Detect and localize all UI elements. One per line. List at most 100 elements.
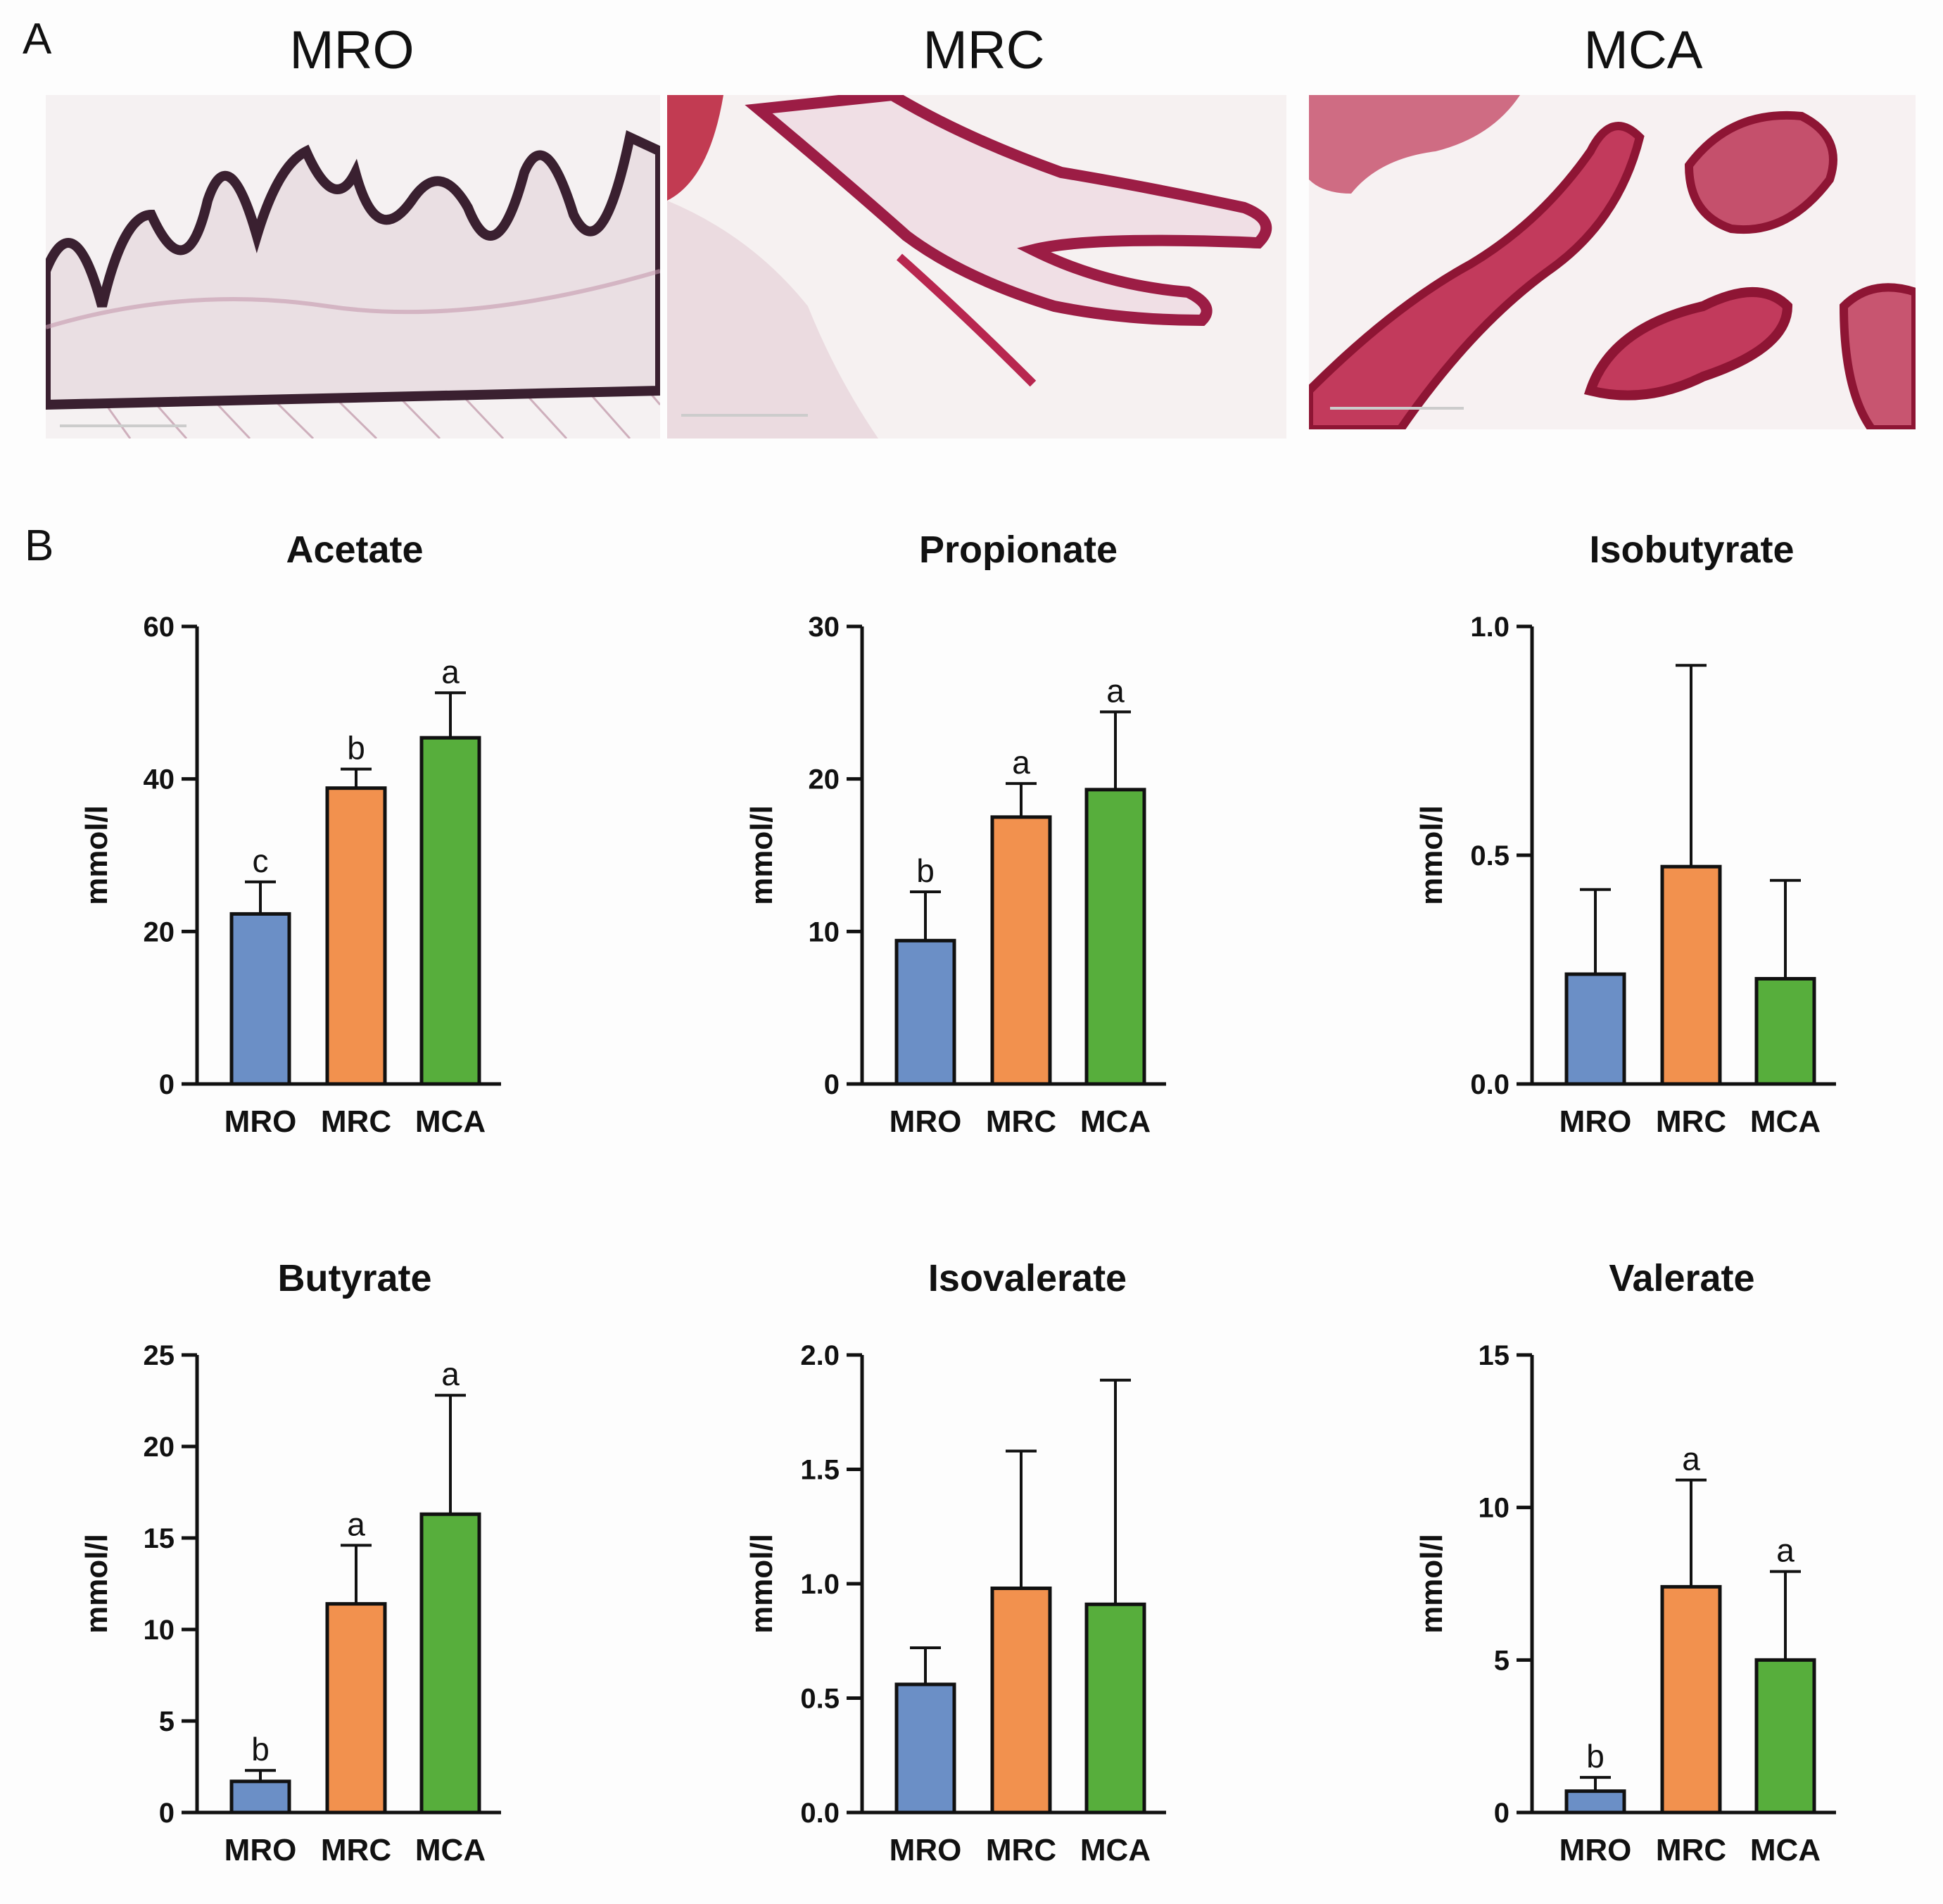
category-label: MCA <box>1080 1833 1151 1867</box>
category-label: MCA <box>415 1833 486 1867</box>
bar-mrc <box>1660 864 1722 1086</box>
y-tick-label: 15 <box>1479 1340 1510 1371</box>
bar-mrc <box>1660 1584 1722 1815</box>
y-axis-label: mmol/l <box>1414 805 1449 905</box>
bar-mro <box>894 938 956 1086</box>
y-tick-label: 10 <box>809 916 840 947</box>
histology-image-mca <box>1309 95 1916 429</box>
bar-mrc <box>325 786 387 1086</box>
significance-label: a <box>1682 1441 1700 1477</box>
bar-mro <box>229 1779 291 1815</box>
y-tick-label: 0 <box>159 1798 175 1829</box>
bar-mrc <box>990 815 1052 1086</box>
y-tick-label: 40 <box>144 764 175 795</box>
bar-mca <box>1754 1658 1816 1815</box>
significance-label: a <box>1012 744 1030 781</box>
y-axis-label: mmol/l <box>1414 1534 1449 1634</box>
bar-mca <box>1754 977 1816 1086</box>
chart-title-acetate: Acetate <box>286 529 424 571</box>
category-label: MCA <box>1080 1104 1151 1139</box>
y-axis-label: mmol/l <box>80 805 114 905</box>
category-label: MRO <box>1559 1104 1632 1139</box>
category-label: MRC <box>1656 1104 1726 1139</box>
y-axis-label: mmol/l <box>745 1534 779 1634</box>
y-tick-label: 20 <box>144 1432 175 1463</box>
chart-butyrate: mmol/l 0 5 10 15 20 25 MRO b MRC a MCA a <box>70 1327 521 1904</box>
significance-label: a <box>347 1506 365 1542</box>
category-label: MRO <box>890 1104 962 1139</box>
y-axis-label: mmol/l <box>80 1534 114 1634</box>
bar-mca <box>419 1512 481 1815</box>
bar-mca <box>1084 788 1146 1086</box>
category-label: MRO <box>224 1833 297 1867</box>
category-label: MRC <box>321 1104 391 1139</box>
y-tick-label: 0 <box>1494 1798 1510 1829</box>
category-label: MRO <box>1559 1833 1632 1867</box>
significance-label: a <box>441 653 460 690</box>
bar-mro <box>1564 1789 1626 1815</box>
y-tick-label: 1.5 <box>800 1455 840 1486</box>
histology-image-mrc <box>667 95 1286 439</box>
chart-title-isovalerate: Isovalerate <box>928 1257 1127 1299</box>
bar-mca <box>1084 1602 1146 1815</box>
chart-isobutyrate: mmol/l 0.0 0.5 1.0 MRO MRC MCA <box>1405 598 1856 1175</box>
y-tick-label: 0.5 <box>800 1684 840 1715</box>
significance-label: b <box>347 730 365 767</box>
panel-b-letter: B <box>25 522 54 570</box>
panel-a-letter: A <box>23 15 52 63</box>
image-title-mrc: MRC <box>923 20 1045 80</box>
y-tick-label: 20 <box>809 764 840 795</box>
y-tick-label: 5 <box>1494 1645 1510 1676</box>
y-tick-label: 20 <box>144 916 175 947</box>
significance-label: a <box>441 1356 460 1392</box>
bar-mca <box>419 736 481 1086</box>
y-tick-label: 0 <box>824 1069 840 1100</box>
chart-isovalerate: mmol/l 0.0 0.5 1.0 1.5 2.0 MRO MRC MCA <box>735 1327 1186 1904</box>
bar-mro <box>894 1682 956 1815</box>
significance-label: b <box>1586 1738 1605 1774</box>
y-tick-label: 60 <box>144 612 175 643</box>
y-tick-label: 15 <box>144 1523 175 1554</box>
category-label: MRC <box>986 1833 1056 1867</box>
significance-label: b <box>251 1731 270 1767</box>
chart-acetate: mmol/l 0 20 40 60 MRO c MRC b MCA a <box>70 598 521 1175</box>
significance-label: a <box>1776 1532 1795 1569</box>
y-tick-label: 10 <box>1479 1493 1510 1524</box>
significance-label: a <box>1106 672 1125 709</box>
y-tick-label: 2.0 <box>800 1340 840 1371</box>
category-label: MCA <box>1750 1104 1821 1139</box>
bar-mrc <box>325 1602 387 1815</box>
y-axis-label: mmol/l <box>745 805 779 905</box>
significance-label: b <box>916 852 935 889</box>
image-title-mca: MCA <box>1583 20 1703 80</box>
chart-title-valerate: Valerate <box>1609 1257 1755 1299</box>
category-label: MCA <box>415 1104 486 1139</box>
y-tick-label: 0.0 <box>800 1798 840 1829</box>
y-tick-label: 25 <box>144 1340 175 1371</box>
y-tick-label: 1.0 <box>800 1569 840 1600</box>
y-tick-label: 0.5 <box>1470 840 1510 871</box>
histology-image-mro <box>46 95 660 439</box>
category-label: MCA <box>1750 1833 1821 1867</box>
significance-label: c <box>253 843 269 879</box>
category-label: MRC <box>321 1833 391 1867</box>
category-label: MRC <box>1656 1833 1726 1867</box>
y-tick-label: 5 <box>159 1706 175 1737</box>
bar-mrc <box>990 1587 1052 1815</box>
chart-valerate: mmol/l 0 5 10 15 MRO b MRC a MCA a <box>1405 1327 1856 1904</box>
y-tick-label: 1.0 <box>1470 612 1510 643</box>
y-tick-label: 10 <box>144 1615 175 1646</box>
y-tick-label: 0.0 <box>1470 1069 1510 1100</box>
y-tick-label: 0 <box>159 1069 175 1100</box>
category-label: MRO <box>224 1104 297 1139</box>
chart-title-isobutyrate: Isobutyrate <box>1589 529 1795 571</box>
category-label: MRO <box>890 1833 962 1867</box>
image-title-mro: MRO <box>289 20 414 80</box>
chart-title-propionate: Propionate <box>918 529 1118 571</box>
chart-title-butyrate: Butyrate <box>277 1257 432 1299</box>
chart-propionate: mmol/l 0 10 20 30 MRO b MRC a MCA a <box>735 598 1186 1175</box>
bar-mro <box>229 912 291 1086</box>
y-tick-label: 30 <box>809 612 840 643</box>
bar-mro <box>1564 972 1626 1086</box>
category-label: MRC <box>986 1104 1056 1139</box>
